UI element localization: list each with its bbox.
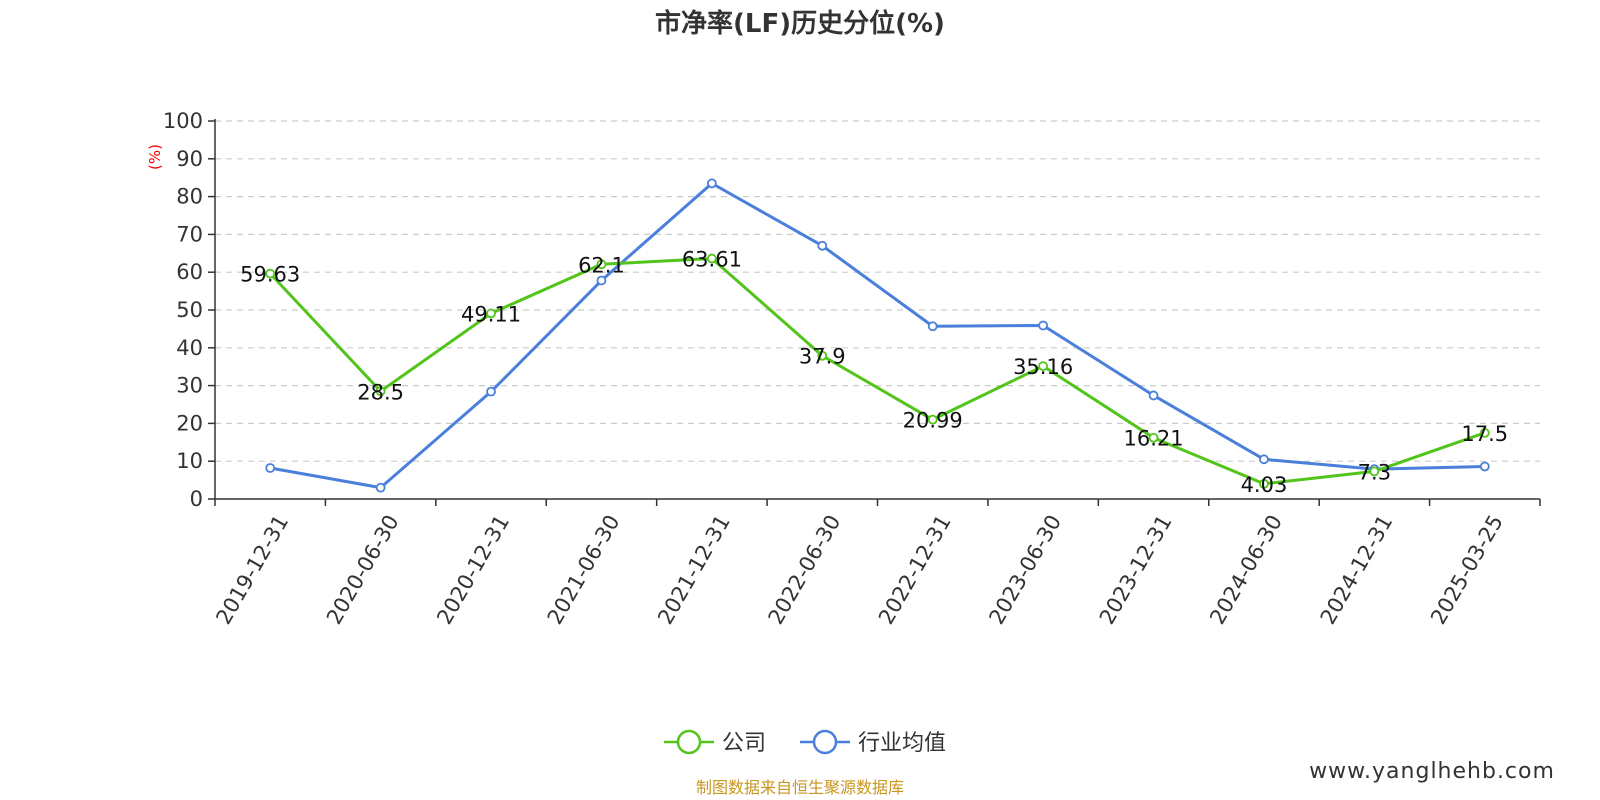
legend-label: 公司 [722, 731, 766, 756]
x-tick-label: 2020-12-31 [432, 511, 514, 629]
y-axis-label: (%) [146, 144, 164, 170]
data-point [265, 463, 276, 473]
y-tick-label: 0 [190, 487, 203, 511]
data-label: 63.61 [682, 248, 742, 272]
data-point [486, 386, 496, 397]
x-tick-label: 2019-12-31 [211, 511, 293, 629]
x-tick-label: 2021-06-30 [543, 511, 625, 629]
x-tick-label: 2020-06-30 [322, 511, 404, 629]
watermark: www.yanglhehb.com [1309, 759, 1555, 784]
data-point [1369, 466, 1380, 477]
data-label: 28.5 [357, 380, 404, 404]
source-note: 制图数据来自恒生聚源数据库 [696, 778, 904, 797]
data-point [375, 482, 386, 493]
x-tick-label: 2021-12-31 [653, 511, 735, 629]
data-point [1259, 478, 1269, 489]
legend-marker [812, 729, 838, 755]
data-point [596, 275, 607, 286]
data-point [1479, 427, 1490, 438]
data-label: 49.11 [461, 302, 521, 326]
axes: 0 10 20 30 40 50 60 70 80 90 100 2019-12-31 2020-06-… [163, 109, 1541, 629]
data-label: 62.1 [578, 253, 625, 277]
data-label: 16.21 [1123, 427, 1183, 451]
data-label: 17.5 [1461, 422, 1508, 446]
x-tick-label: 2023-12-31 [1095, 511, 1177, 629]
legend-item: 行业均值 [800, 729, 946, 756]
series-line [269, 257, 1486, 486]
data-point [817, 240, 828, 251]
data-point [927, 414, 938, 425]
chart-title: 市净率(LF)历史分位(%) [655, 8, 945, 39]
y-tick-label: 50 [176, 298, 203, 322]
legend-item: 公司 [664, 729, 766, 756]
data-point [706, 178, 717, 189]
data-label: 37.9 [799, 345, 846, 369]
x-tick-label: 2022-06-30 [764, 511, 846, 629]
y-tick-label: 60 [176, 260, 203, 284]
legend: 公司 行业均值 [664, 729, 946, 756]
data-point [375, 386, 386, 397]
data-label: 7.3 [1358, 460, 1391, 484]
x-tick-label: 2025-03-25 [1426, 511, 1508, 629]
data-point [596, 259, 607, 270]
data-label: 59.63 [240, 263, 300, 287]
legend-marker [676, 729, 702, 755]
data-point [706, 253, 717, 264]
data-label: 20.99 [903, 409, 963, 433]
data-point [1038, 320, 1049, 331]
data-point [1148, 390, 1159, 401]
data-label: 35.16 [1013, 355, 1073, 379]
y-tick-label: 70 [176, 222, 203, 246]
series-line [269, 181, 1485, 490]
data-point [486, 308, 496, 319]
data-point [1259, 454, 1269, 465]
data-point [927, 321, 938, 332]
data-point [1148, 432, 1159, 443]
y-tick-label: 40 [176, 336, 203, 360]
data-point [265, 268, 276, 279]
data-labels: 59.63 28.5 49.11 62.1 63.61 37.9 20.99 35.16 16.… [240, 248, 1508, 497]
x-tick-label: 2022-12-31 [874, 511, 956, 629]
y-tick-label: 90 [176, 147, 203, 171]
x-tick-label: 2023-06-30 [984, 511, 1066, 629]
y-tick-label: 10 [176, 449, 203, 473]
data-point [1479, 461, 1490, 472]
x-tick-label: 2024-12-31 [1316, 511, 1398, 629]
data-label: 4.03 [1241, 473, 1288, 497]
grid-lines [215, 120, 1540, 462]
y-tick-label: 30 [176, 374, 203, 398]
y-tick-label: 100 [163, 109, 203, 133]
y-tick-label: 20 [176, 411, 203, 435]
series-lines [265, 178, 1490, 493]
y-tick-label: 80 [176, 185, 203, 209]
legend-label: 行业均值 [858, 731, 946, 756]
data-point [817, 350, 828, 361]
x-tick-label: 2024-06-30 [1205, 511, 1287, 629]
data-point [1038, 361, 1049, 371]
